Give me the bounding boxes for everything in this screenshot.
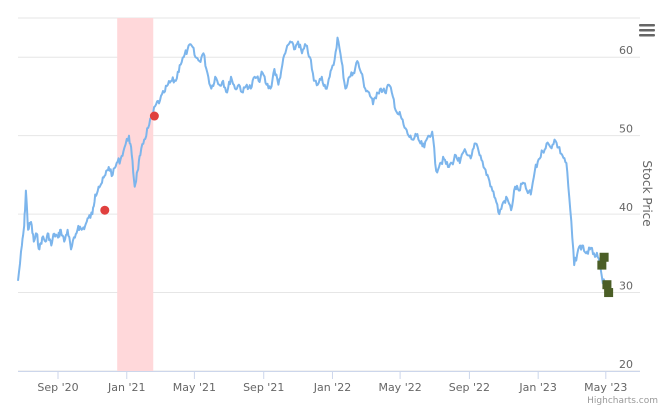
x-tick-label: Jan '22 — [313, 381, 351, 394]
hamburger-menu-icon[interactable] — [638, 22, 656, 38]
x-tick-label: May '23 — [584, 381, 627, 394]
y-tick-label: 40 — [619, 201, 633, 214]
green-square-marker[interactable] — [602, 280, 612, 290]
event-markers — [100, 111, 614, 298]
y-tick-label: 60 — [619, 44, 633, 57]
x-tick-label: Sep '20 — [37, 381, 78, 394]
y-tick-label: 30 — [619, 280, 633, 293]
y-tick-label: 50 — [619, 123, 633, 136]
x-tick-label: May '21 — [173, 381, 216, 394]
x-tick-label: Sep '22 — [449, 381, 490, 394]
x-tick-label: Jan '23 — [518, 381, 556, 394]
credits-link[interactable]: Highcharts.com — [587, 396, 658, 406]
y-tick-label: 20 — [619, 358, 633, 371]
y-axis-title: Stock Price — [640, 160, 654, 226]
price-series — [17, 36, 611, 298]
x-tick-label: Jan '21 — [107, 381, 145, 394]
x-tick-label: May '22 — [378, 381, 421, 394]
red-circle-marker[interactable] — [100, 205, 110, 215]
green-square-marker[interactable] — [604, 288, 614, 298]
green-square-marker[interactable] — [597, 260, 607, 270]
x-tick-label: Sep '21 — [243, 381, 284, 394]
green-square-marker[interactable] — [599, 252, 609, 262]
red-circle-marker[interactable] — [149, 111, 159, 121]
x-axis-ticks: Sep '20 Jan '21 May '21 Sep '21 Jan '22 May '… — [37, 371, 627, 394]
highlight-band — [117, 18, 154, 371]
price-line — [17, 36, 611, 298]
highlight-band-rect — [117, 18, 154, 371]
y-axis-ticks: 20 30 40 50 60 — [619, 44, 633, 371]
